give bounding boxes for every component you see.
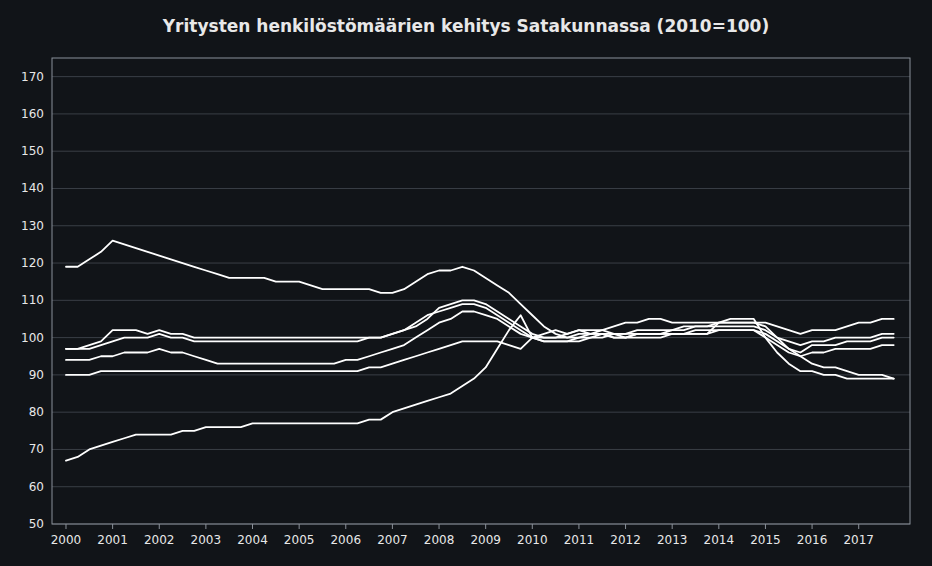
series-line xyxy=(66,312,894,364)
x-tick xyxy=(718,524,719,529)
x-tick-label: 2011 xyxy=(564,533,595,547)
grid-line xyxy=(52,412,910,413)
grid-line xyxy=(52,113,910,114)
y-tick-label: 170 xyxy=(21,70,44,84)
lines xyxy=(66,241,894,461)
y-tick-label: 80 xyxy=(29,405,44,419)
x-tick xyxy=(345,524,346,529)
x-tick-label: 2008 xyxy=(424,533,455,547)
x-tick xyxy=(439,524,440,529)
x-tick-label: 2007 xyxy=(377,533,408,547)
plot-frame xyxy=(52,58,910,524)
series-line xyxy=(66,241,894,338)
series-line xyxy=(66,304,894,352)
x-tick xyxy=(112,524,113,529)
x-tick-label: 2002 xyxy=(144,533,175,547)
x-tick xyxy=(858,524,859,529)
x-tick xyxy=(159,524,160,529)
y-tick-label: 150 xyxy=(21,144,44,158)
grid xyxy=(52,77,910,524)
x-tick xyxy=(812,524,813,529)
title: Yritysten henkilöstömäärien kehitys Sata… xyxy=(162,16,769,36)
grid-line xyxy=(52,76,910,77)
x-tick-label: 2016 xyxy=(797,533,828,547)
x-tick-label: 2005 xyxy=(284,533,315,547)
y-tick-label: 60 xyxy=(29,480,44,494)
x-tick-label: 2014 xyxy=(704,533,735,547)
x-tick xyxy=(299,524,300,529)
grid-line xyxy=(52,188,910,189)
x-tick xyxy=(485,524,486,529)
y-tick-label: 100 xyxy=(21,331,44,345)
x-tick-label: 2004 xyxy=(237,533,268,547)
x-tick-label: 2015 xyxy=(750,533,781,547)
y-tick-label: 130 xyxy=(21,219,44,233)
grid-line xyxy=(52,225,910,226)
y-tick-label: 120 xyxy=(21,256,44,270)
grid-line xyxy=(52,374,910,375)
y-tick-label: 160 xyxy=(21,107,44,121)
x-tick xyxy=(392,524,393,529)
grid-line xyxy=(52,449,910,450)
x-tick xyxy=(252,524,253,529)
x-tick xyxy=(625,524,626,529)
x-tick-label: 2006 xyxy=(330,533,361,547)
x-tick-label: 2003 xyxy=(191,533,222,547)
series-line xyxy=(66,315,894,460)
y-tick-label: 110 xyxy=(21,293,44,307)
x-tick-label: 2017 xyxy=(843,533,874,547)
x-tick-label: 2013 xyxy=(657,533,688,547)
y-tick-label: 70 xyxy=(29,442,44,456)
x-tick xyxy=(205,524,206,529)
x-tick-label: 2010 xyxy=(517,533,548,547)
chart: Yritysten henkilöstömäärien kehitys Sata… xyxy=(0,0,932,566)
y-tick-label: 140 xyxy=(21,181,44,195)
y-tick-label: 90 xyxy=(29,368,44,382)
x-tick xyxy=(765,524,766,529)
x-tick xyxy=(532,524,533,529)
x-tick-label: 2012 xyxy=(610,533,641,547)
series-line xyxy=(66,323,894,379)
grid-line xyxy=(52,151,910,152)
x-tick xyxy=(578,524,579,529)
x-tick-label: 2009 xyxy=(470,533,501,547)
x-tick xyxy=(65,524,66,529)
x-tick xyxy=(672,524,673,529)
x-tick-label: 2000 xyxy=(51,533,82,547)
y-tick-label: 50 xyxy=(29,517,44,531)
x-tick-label: 2001 xyxy=(97,533,128,547)
grid-line xyxy=(52,300,910,301)
grid-line xyxy=(52,486,910,487)
